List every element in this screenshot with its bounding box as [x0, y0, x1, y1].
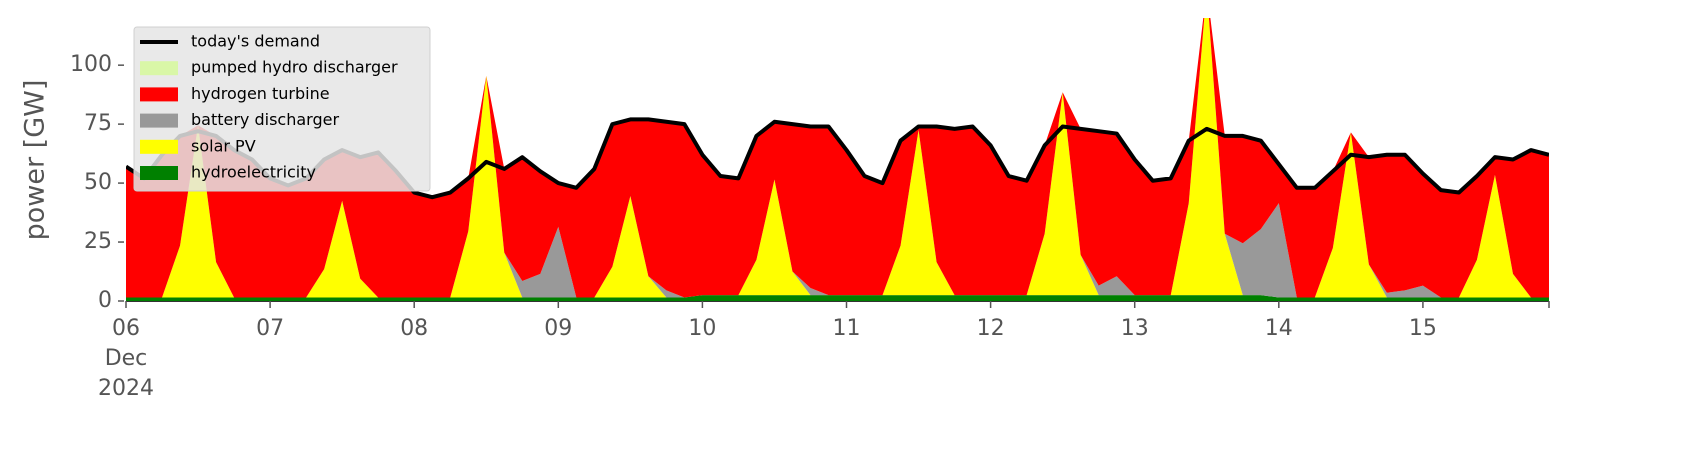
legend-swatch: [140, 139, 178, 154]
x-tick-label: 07: [256, 316, 285, 341]
x-tick-label: 09: [544, 316, 573, 341]
y-tick-label: 50: [84, 170, 112, 195]
legend-swatch: [140, 61, 178, 76]
legend-label: hydrogen turbine: [191, 84, 330, 103]
x-tick-label: 06 Dec 2024: [98, 316, 154, 401]
legend: today's demand pumped hydro discharger hyd…: [133, 26, 431, 192]
y-tick-label: 100: [70, 52, 112, 77]
legend-label: solar PV: [191, 136, 256, 155]
y-axis-label: power [GW]: [20, 80, 51, 241]
legend-label: hydroelectricity: [191, 163, 316, 182]
legend-label: today's demand: [191, 32, 320, 51]
legend-swatch: [140, 87, 178, 102]
y-tick-label: 25: [84, 229, 112, 254]
x-tick-label: 14: [1264, 316, 1293, 341]
y-tick-label: 0: [98, 288, 112, 313]
x-tick-label: 13: [1120, 316, 1149, 341]
x-tick-label: 12: [976, 316, 1005, 341]
legend-label: pumped hydro discharger: [191, 58, 398, 77]
legend-swatch: [140, 113, 178, 128]
legend-swatch: [140, 166, 178, 180]
legend-box: [133, 26, 431, 192]
x-tick-label: 15: [1408, 316, 1437, 341]
area: [126, 18, 1549, 298]
y-tick-label: 75: [84, 111, 112, 136]
legend-label: battery discharger: [191, 110, 339, 129]
x-tick-label: 10: [688, 316, 717, 341]
x-tick-label: 11: [832, 316, 861, 341]
area: [126, 18, 1549, 298]
x-tick-label: 08: [400, 316, 429, 341]
area: [126, 295, 1549, 301]
